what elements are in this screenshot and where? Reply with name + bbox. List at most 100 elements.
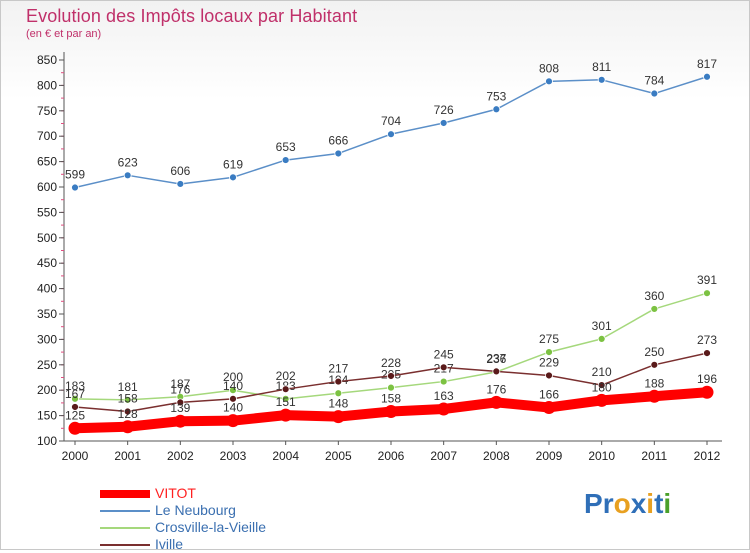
data-point-le-neubourg — [650, 89, 659, 98]
data-point-crosville-la-vieille — [439, 377, 448, 386]
x-tick-label: 2010 — [588, 449, 615, 463]
data-point-iville — [492, 367, 501, 376]
data-label-vitot: 180 — [592, 380, 612, 394]
data-point-vitot — [173, 414, 187, 428]
data-point-le-neubourg — [597, 75, 606, 84]
y-tick-label: 400 — [37, 282, 57, 296]
data-point-le-neubourg — [229, 173, 237, 182]
data-label-vitot: 166 — [539, 387, 559, 401]
legend-label: Crosville-la-Vieille — [155, 519, 266, 535]
data-label-iville: 250 — [644, 345, 664, 359]
data-label-crosville-la-vieille: 301 — [592, 319, 612, 333]
proxiti-logo: Proxiti — [584, 488, 671, 520]
data-point-vitot — [279, 408, 293, 422]
data-point-vitot — [121, 420, 135, 434]
y-tick-label: 500 — [37, 231, 57, 245]
data-label-le-neubourg: 623 — [118, 155, 138, 169]
data-point-crosville-la-vieille — [387, 383, 395, 392]
data-label-iville: 229 — [539, 355, 559, 369]
data-point-iville — [123, 407, 132, 416]
x-tick-label: 2007 — [430, 449, 457, 463]
data-label-iville: 245 — [434, 347, 454, 361]
data-label-iville: 202 — [276, 369, 296, 383]
data-point-crosville-la-vieille — [71, 394, 79, 403]
data-label-le-neubourg: 619 — [223, 157, 243, 171]
legend-label: Le Neubourg — [155, 502, 236, 518]
data-label-le-neubourg: 653 — [276, 140, 296, 154]
y-tick-label: 550 — [37, 205, 57, 219]
legend-swatch — [100, 527, 150, 529]
data-label-vitot: 151 — [276, 395, 296, 409]
data-label-vitot: 140 — [223, 401, 243, 415]
data-point-iville — [703, 349, 711, 358]
data-point-crosville-la-vieille — [703, 289, 711, 298]
data-point-iville — [71, 403, 79, 411]
data-point-le-neubourg — [387, 130, 395, 139]
data-label-vitot: 188 — [644, 376, 664, 390]
data-label-iville: 167 — [65, 387, 85, 401]
data-point-vitot — [700, 385, 714, 399]
y-tick-label: 350 — [37, 307, 57, 321]
data-point-le-neubourg — [492, 105, 501, 114]
data-point-le-neubourg — [334, 149, 343, 158]
data-label-iville: 273 — [697, 333, 717, 347]
logo-letter: x — [630, 488, 647, 519]
data-label-vitot: 163 — [434, 389, 454, 403]
logo-letter: t — [654, 488, 664, 519]
data-point-vitot — [437, 402, 451, 416]
x-tick-label: 2011 — [641, 449, 667, 463]
x-tick-label: 2000 — [62, 449, 89, 463]
data-label-le-neubourg: 606 — [170, 164, 190, 178]
data-point-crosville-la-vieille — [597, 334, 606, 343]
data-point-le-neubourg — [703, 72, 711, 81]
data-label-vitot: 196 — [697, 372, 717, 386]
y-tick-label: 600 — [37, 180, 57, 194]
y-tick-label: 750 — [37, 104, 57, 118]
legend-label: Iville — [155, 536, 184, 552]
data-label-iville: 140 — [223, 379, 243, 393]
data-point-iville — [387, 372, 395, 380]
data-point-vitot — [647, 389, 661, 403]
data-point-vitot — [68, 421, 82, 435]
logo-letter: o — [613, 488, 631, 519]
x-tick-label: 2005 — [325, 449, 352, 463]
logo-letter: i — [663, 488, 672, 519]
data-point-iville — [229, 394, 237, 403]
x-tick-label: 2003 — [220, 449, 247, 463]
data-point-iville — [176, 398, 185, 407]
legend-swatch — [100, 510, 150, 512]
data-label-vitot: 158 — [381, 392, 401, 406]
y-tick-label: 850 — [37, 53, 57, 67]
data-point-le-neubourg — [545, 77, 553, 86]
data-point-crosville-la-vieille — [229, 386, 237, 395]
data-label-le-neubourg: 753 — [486, 89, 506, 103]
data-label-crosville-la-vieille: 275 — [539, 332, 559, 346]
legend-swatch — [100, 544, 150, 546]
data-point-le-neubourg — [123, 171, 132, 180]
data-label-le-neubourg: 599 — [65, 168, 85, 182]
data-label-le-neubourg: 726 — [434, 103, 454, 117]
x-tick-label: 2009 — [536, 449, 563, 463]
data-point-vitot — [489, 395, 503, 409]
x-tick-label: 2001 — [114, 449, 141, 463]
data-point-iville — [334, 377, 343, 386]
data-label-le-neubourg: 811 — [592, 60, 611, 74]
data-point-vitot — [595, 393, 609, 407]
data-point-le-neubourg — [176, 180, 185, 188]
data-label-iville: 210 — [592, 365, 612, 379]
data-point-vitot — [331, 410, 345, 424]
data-label-vitot: 125 — [65, 408, 85, 422]
data-label-le-neubourg: 817 — [697, 57, 717, 71]
data-point-vitot — [542, 400, 556, 414]
y-tick-label: 700 — [37, 129, 57, 143]
data-point-le-neubourg — [281, 156, 290, 164]
x-tick-label: 2012 — [694, 449, 721, 463]
y-tick-label: 800 — [37, 78, 57, 92]
y-tick-label: 200 — [37, 383, 57, 397]
data-label-crosville-la-vieille: 200 — [223, 370, 243, 384]
data-label-crosville-la-vieille: 360 — [644, 289, 664, 303]
data-point-vitot — [226, 414, 240, 428]
data-label-vitot: 176 — [486, 382, 506, 396]
